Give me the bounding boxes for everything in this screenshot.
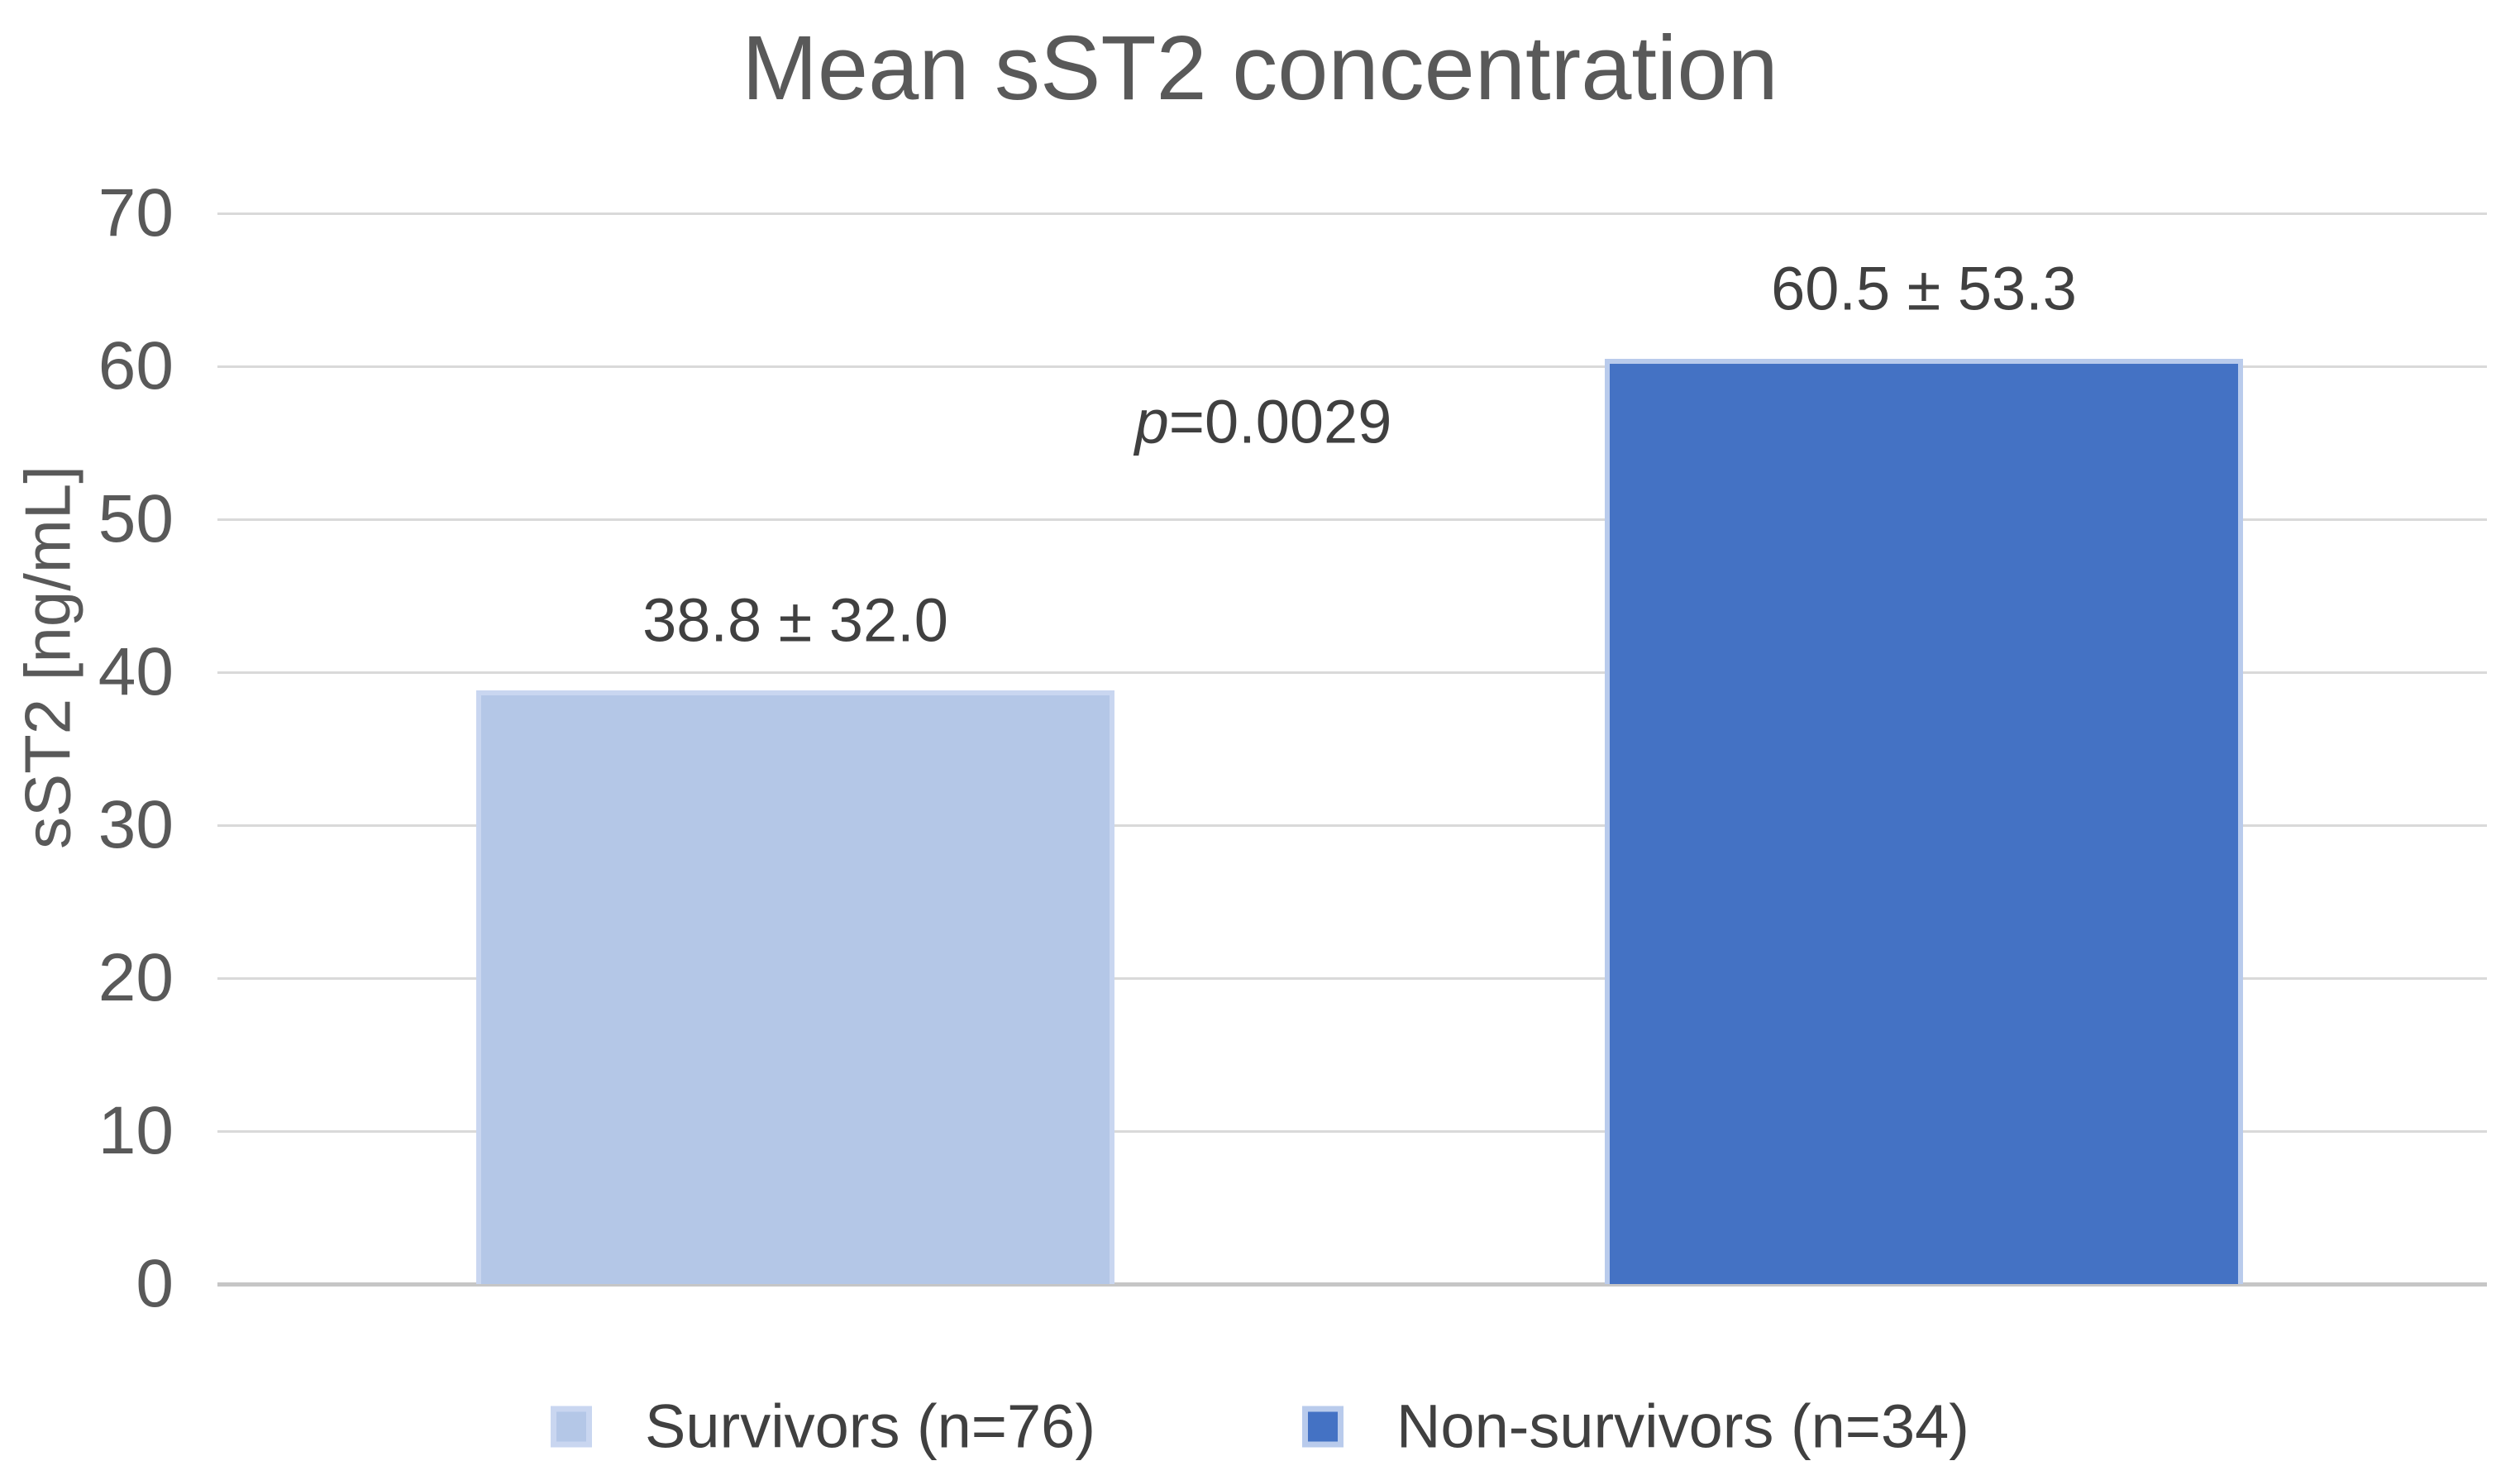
p-value-text: =0.0029	[1168, 387, 1392, 456]
y-tick-label: 50	[98, 481, 174, 556]
y-tick-label: 30	[98, 787, 174, 862]
p-symbol: p	[1134, 387, 1169, 456]
y-tick-label: 10	[98, 1093, 174, 1168]
legend-swatch-survivors	[551, 1406, 593, 1447]
gridline	[217, 1129, 2487, 1133]
chart-title: Mean sST2 concentration	[742, 17, 1778, 119]
y-tick-label: 40	[98, 634, 174, 709]
gridline	[217, 212, 2487, 215]
legend-item-non-survivors: Non-survivors (n=34)	[1301, 1392, 1969, 1462]
y-tick-label: 60	[98, 328, 174, 403]
bar-value-label-survivors: 38.8 ± 32.0	[642, 585, 948, 655]
bar-non-survivors	[1605, 358, 2243, 1284]
bar-survivors	[476, 690, 1114, 1284]
gridline	[217, 518, 2487, 521]
gridline	[217, 671, 2487, 674]
p-value-annotation: p=0.0029	[1135, 387, 1392, 457]
y-tick-label: 0	[136, 1246, 174, 1321]
bar-value-label-non-survivors: 60.5 ± 53.3	[1771, 254, 2077, 323]
legend: Survivors (n=76) Non-survivors (n=34)	[0, 1392, 2520, 1462]
gridline	[217, 824, 2487, 827]
legend-label-survivors: Survivors (n=76)	[645, 1392, 1095, 1461]
gridline	[217, 976, 2487, 980]
legend-swatch-non-survivors	[1301, 1406, 1344, 1447]
y-tick-label: 20	[98, 940, 174, 1015]
x-axis-baseline	[217, 1282, 2487, 1287]
legend-item-survivors: Survivors (n=76)	[551, 1392, 1095, 1462]
y-tick-label: 70	[98, 175, 174, 251]
legend-label-non-survivors: Non-survivors (n=34)	[1396, 1392, 1969, 1461]
y-axis-title: sST2 [ng/mL]	[11, 465, 84, 849]
gridline	[217, 365, 2487, 368]
